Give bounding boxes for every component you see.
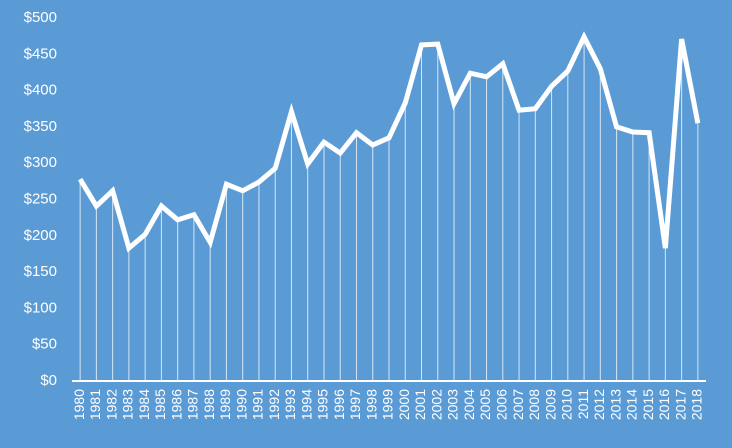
x-tick-label: 1982 xyxy=(103,389,119,420)
x-tick-label: 2002 xyxy=(428,389,444,420)
x-tick-label: 2000 xyxy=(396,389,412,420)
x-tick-label: 1999 xyxy=(380,389,396,420)
x-tick-label: 1998 xyxy=(363,389,379,420)
x-tick-label: 2015 xyxy=(640,389,656,420)
x-tick-label: 1980 xyxy=(71,389,87,420)
y-tick-label: $300 xyxy=(24,154,57,171)
x-tick-label: 1996 xyxy=(331,389,347,420)
x-tick-label: 2016 xyxy=(656,389,672,420)
x-tick-label: 1989 xyxy=(217,389,233,420)
x-tick-label: 1990 xyxy=(233,389,249,420)
y-tick-label: $250 xyxy=(24,190,57,207)
y-tick-label: $350 xyxy=(24,118,57,135)
x-tick-label: 1987 xyxy=(185,389,201,420)
x-tick-label: 1983 xyxy=(120,389,136,420)
x-tick-label: 1984 xyxy=(136,389,152,420)
x-tick-label: 2018 xyxy=(689,389,705,420)
x-tick-label: 1981 xyxy=(87,389,103,420)
x-tick-label: 2010 xyxy=(559,389,575,420)
x-tick-label: 2005 xyxy=(477,389,493,420)
x-tick-label: 2007 xyxy=(510,389,526,420)
y-tick-label: $400 xyxy=(24,82,57,99)
x-tick-label: 1997 xyxy=(347,389,363,420)
x-tick-label: 2003 xyxy=(445,389,461,420)
x-tick-label: 2012 xyxy=(591,389,607,420)
y-tick-label: $100 xyxy=(24,299,57,316)
x-tick-label: 2014 xyxy=(624,389,640,420)
x-tick-label: 2009 xyxy=(542,389,558,420)
x-tick-label: 1986 xyxy=(168,389,184,420)
x-tick-label: 2006 xyxy=(493,389,509,420)
x-tick-label: 2011 xyxy=(575,389,591,419)
x-tick-label: 1994 xyxy=(298,389,314,420)
x-tick-label: 2013 xyxy=(607,389,623,420)
x-tick-label: 1992 xyxy=(266,389,282,420)
x-tick-label: 1993 xyxy=(282,389,298,420)
x-tick-label: 1985 xyxy=(152,389,168,420)
y-tick-label: $50 xyxy=(32,336,57,353)
x-tick-label: 1991 xyxy=(250,389,266,420)
x-tick-label: 1988 xyxy=(201,389,217,420)
x-tick-label: 2004 xyxy=(461,389,477,420)
y-tick-label: $200 xyxy=(24,227,57,244)
y-tick-label: $150 xyxy=(24,263,57,280)
y-tick-label: $500 xyxy=(24,9,57,26)
x-tick-label: 2008 xyxy=(526,389,542,420)
line xyxy=(77,31,701,253)
x-tick-label: 1995 xyxy=(315,389,331,420)
y-tick-label: $450 xyxy=(24,45,57,62)
x-tick-label: 2001 xyxy=(412,389,428,420)
y-tick-label: $0 xyxy=(40,372,57,389)
x-tick-label: 2017 xyxy=(672,389,688,420)
